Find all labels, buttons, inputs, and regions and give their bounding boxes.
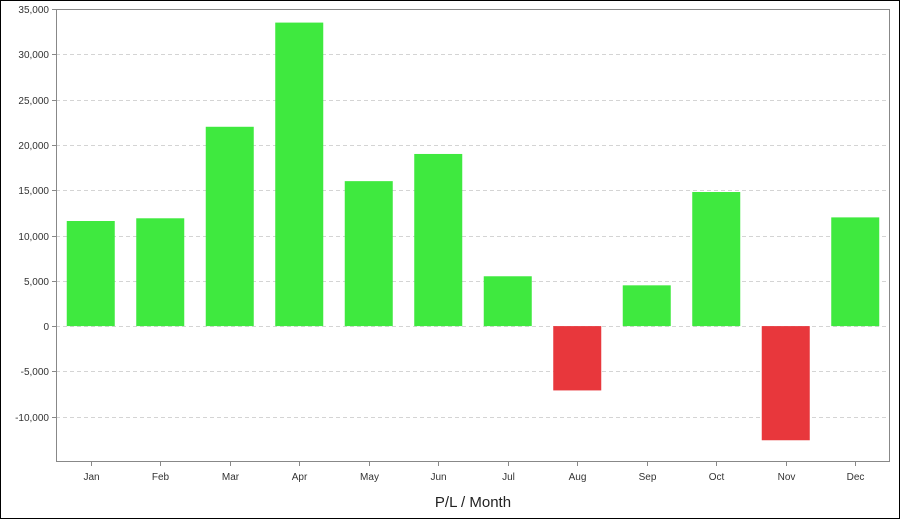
x-tick-label: Jan [83, 472, 99, 483]
x-tick-label: Sep [639, 472, 657, 483]
y-tick-label: 0 [43, 322, 49, 333]
y-tick-label: 15,000 [18, 186, 49, 197]
y-tick-label: 10,000 [18, 232, 49, 243]
plot-border [56, 9, 890, 462]
plot-area [56, 9, 890, 462]
y-tick-label: 5,000 [24, 277, 49, 288]
bar[interactable] [831, 217, 880, 327]
y-tick-label: -10,000 [15, 413, 49, 424]
x-tick-label: Dec [847, 472, 865, 483]
bar[interactable] [136, 218, 185, 327]
x-tick-label: Jul [502, 472, 515, 483]
bar[interactable] [414, 153, 463, 327]
bar[interactable] [344, 181, 393, 327]
y-tick-label: 35,000 [18, 5, 49, 16]
y-tick-label: 20,000 [18, 141, 49, 152]
bar[interactable] [66, 221, 115, 327]
x-tick-label: Jun [430, 472, 446, 483]
bar[interactable] [622, 285, 671, 327]
bar[interactable] [553, 326, 602, 391]
x-tick-label: Oct [709, 472, 725, 483]
x-tick-label: Feb [152, 472, 170, 483]
bar[interactable] [692, 192, 741, 327]
x-tick-label: Nov [778, 472, 796, 483]
x-tick-label: Mar [222, 472, 240, 483]
y-tick-label: -5,000 [21, 367, 50, 378]
y-tick-label: 25,000 [18, 96, 49, 107]
bar[interactable] [483, 276, 532, 327]
bar[interactable] [761, 326, 810, 441]
bar[interactable] [205, 126, 254, 327]
x-tick-label: Apr [292, 472, 308, 483]
x-tick-label: May [360, 472, 379, 483]
bar[interactable] [275, 22, 324, 327]
x-axis-title: P/L / Month [435, 494, 511, 511]
y-tick-label: 30,000 [18, 50, 49, 61]
x-tick-label: Aug [569, 472, 587, 483]
